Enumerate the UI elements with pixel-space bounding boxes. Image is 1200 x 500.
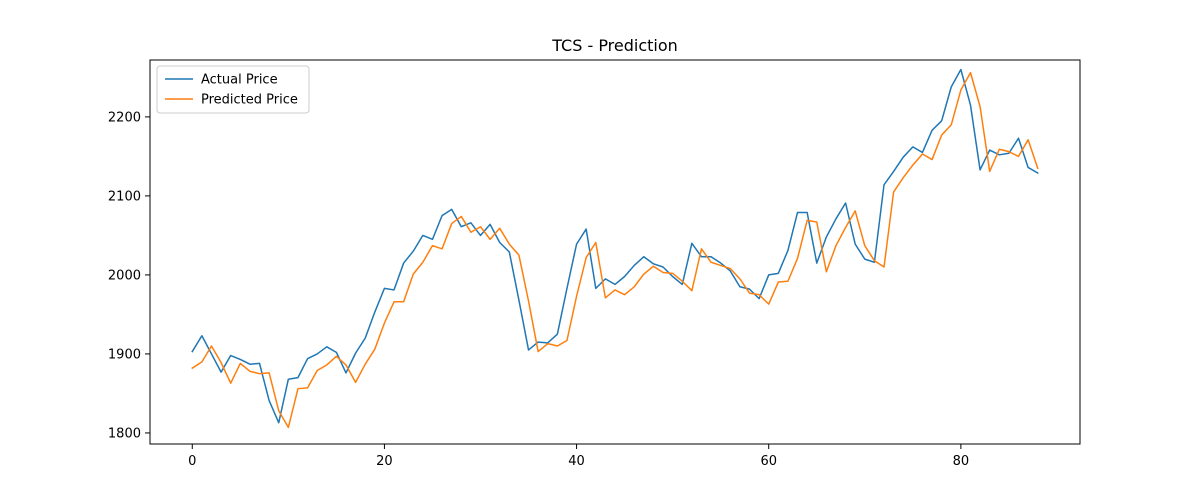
y-tick-label: 1800 — [108, 426, 141, 441]
x-tick-label: 0 — [188, 454, 196, 469]
x-tick-label: 20 — [376, 454, 393, 469]
legend: Actual Price Predicted Price — [156, 65, 310, 114]
x-tick-label: 60 — [760, 454, 777, 469]
y-tick-label: 2200 — [108, 110, 141, 125]
legend-box — [156, 65, 310, 114]
plot-frame — [149, 59, 1081, 445]
series-line-actual-price — [191, 68, 1039, 424]
plot-area — [191, 68, 1039, 429]
chart-title: TCS - Prediction — [551, 36, 678, 55]
legend-label: Actual Price — [201, 73, 278, 88]
y-tick-label: 1900 — [108, 347, 141, 362]
x-tick-label: 40 — [568, 454, 585, 469]
y-tick-label: 2100 — [108, 189, 141, 204]
x-tick-label: 80 — [953, 454, 970, 469]
series-line-predicted-price — [191, 71, 1039, 429]
legend-label: Predicted Price — [201, 93, 298, 108]
y-tick-label: 2000 — [108, 268, 141, 283]
axes: 0 20 40 60 80 1800 1900 2000 2100 2200 — [108, 110, 969, 469]
